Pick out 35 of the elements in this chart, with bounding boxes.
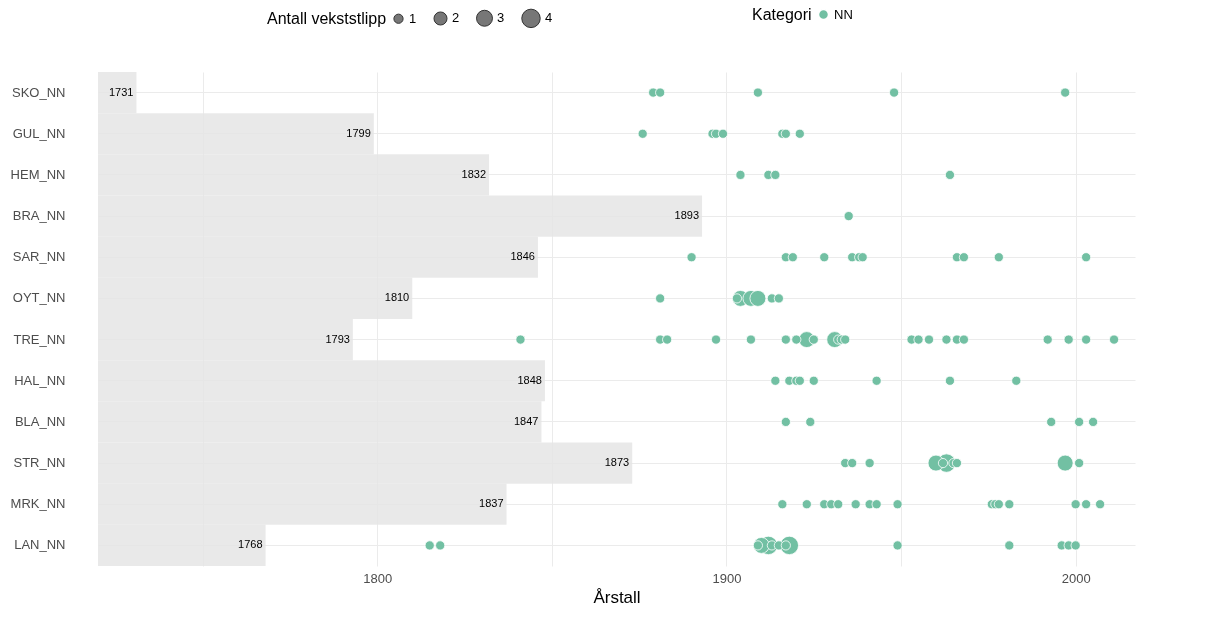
y-tick-label: LAN_NN <box>14 537 66 553</box>
y-tick-label: HAL_NN <box>14 372 66 388</box>
y-tick-label: TRE_NN <box>13 331 66 347</box>
x-axis-title: Årstall <box>593 587 641 607</box>
text: Kategori <box>752 6 812 23</box>
y-tick-label: SKO_NN <box>12 84 66 100</box>
y-tick-label: STR_NN <box>13 455 66 471</box>
data-label: 1847 <box>513 414 539 427</box>
data-label: 1799 <box>346 126 371 139</box>
legend-label: 3 <box>497 10 505 26</box>
legend-label: 1 <box>409 10 417 26</box>
legend-label: NN <box>834 6 853 22</box>
text: Antall vekststlipp <box>267 10 387 27</box>
data-label: 1837 <box>479 497 504 510</box>
y-tick-label: HEM_NN <box>10 166 66 182</box>
data-label: 1846 <box>510 250 535 263</box>
y-tick-label: SAR_NN <box>12 249 66 265</box>
y-tick-label: GUL_NN <box>12 125 66 141</box>
data-label: 1893 <box>674 209 700 222</box>
y-tick-label: BLA_NN <box>14 413 66 429</box>
data-label: 1768 <box>238 538 263 551</box>
x-tick-label: 1900 <box>712 570 742 586</box>
data-label: 1731 <box>108 85 134 98</box>
data-label: 1832 <box>461 167 487 180</box>
data-label: 1810 <box>384 291 410 304</box>
data-label: 1793 <box>325 332 350 345</box>
x-tick-label: 1800 <box>363 570 393 586</box>
data-label: 1848 <box>517 373 542 386</box>
x-tick-label: 2000 <box>1061 570 1091 586</box>
y-tick-label: MRK_NN <box>10 496 66 512</box>
y-tick-label: BRA_NN <box>12 208 66 224</box>
legend-label: 4 <box>545 10 553 26</box>
y-tick-label: OYT_NN <box>12 290 66 306</box>
data-label: 1873 <box>604 456 630 469</box>
legend-label: 2 <box>452 10 460 26</box>
